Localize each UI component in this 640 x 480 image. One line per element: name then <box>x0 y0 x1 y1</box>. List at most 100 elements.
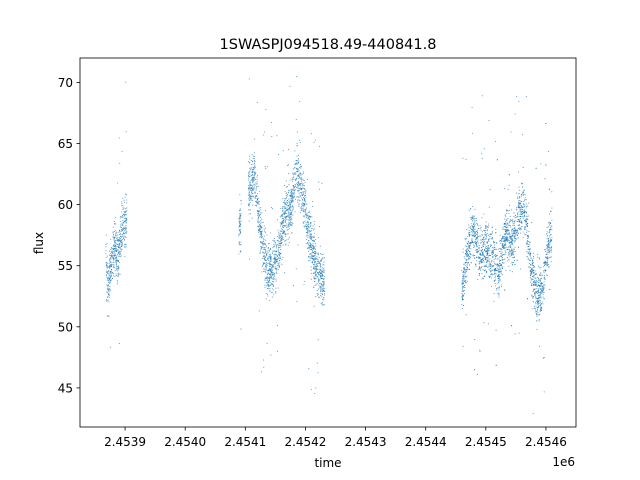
data-point <box>305 228 307 230</box>
data-point <box>304 188 306 191</box>
data-point <box>292 208 294 210</box>
data-point <box>278 251 281 254</box>
data-point <box>318 280 320 282</box>
data-point <box>539 303 541 305</box>
data-point <box>250 199 252 201</box>
data-point <box>499 264 501 267</box>
data-point <box>471 225 473 227</box>
data-point <box>484 233 486 235</box>
data-point <box>475 219 478 221</box>
data-point <box>485 256 487 258</box>
data-point <box>282 238 284 241</box>
data-point <box>475 251 477 253</box>
data-point <box>265 239 267 241</box>
data-point <box>311 256 313 258</box>
data-point <box>549 240 551 242</box>
data-point <box>529 253 531 255</box>
data-point <box>272 274 274 276</box>
data-point <box>510 254 512 257</box>
data-point <box>279 230 281 232</box>
data-point <box>523 216 525 218</box>
data-point <box>106 262 108 264</box>
data-point <box>316 268 318 270</box>
x-axis-offset-label: 1e6 <box>552 455 575 469</box>
data-point <box>308 230 310 232</box>
data-point <box>282 208 284 210</box>
data-point <box>279 240 281 242</box>
data-point <box>465 249 468 252</box>
data-point <box>543 274 545 276</box>
data-point <box>239 233 241 235</box>
data-point <box>513 225 515 227</box>
data-point <box>541 292 543 294</box>
data-point <box>322 263 324 265</box>
data-point <box>493 269 495 271</box>
data-point <box>279 225 282 227</box>
data-point <box>106 288 108 290</box>
data-point <box>304 220 306 222</box>
data-point <box>113 244 115 246</box>
data-point <box>495 329 497 331</box>
data-point <box>498 256 501 258</box>
data-point <box>514 220 516 222</box>
data-point <box>296 155 298 157</box>
data-point <box>543 291 545 294</box>
data-point <box>300 185 302 187</box>
data-point <box>110 261 112 263</box>
data-point <box>502 237 504 239</box>
data-point <box>304 181 306 183</box>
data-point <box>520 227 522 229</box>
data-point <box>511 219 513 221</box>
data-point <box>252 171 254 173</box>
data-point <box>109 250 111 252</box>
data-point <box>494 275 497 277</box>
data-point <box>529 252 531 254</box>
data-point <box>533 257 535 259</box>
data-point <box>117 234 119 236</box>
data-point <box>477 235 479 237</box>
data-point <box>302 202 304 204</box>
data-point <box>503 225 505 228</box>
data-point <box>299 173 301 175</box>
data-point <box>320 266 322 268</box>
data-point <box>124 238 126 240</box>
data-point <box>309 225 312 228</box>
data-point <box>476 242 478 244</box>
data-point <box>300 188 302 190</box>
data-point <box>265 292 267 294</box>
data-point <box>278 244 280 246</box>
data-point <box>118 247 120 249</box>
data-point <box>516 231 518 233</box>
data-point <box>279 257 282 260</box>
data-point <box>321 271 323 273</box>
data-point <box>110 273 112 275</box>
data-point <box>508 204 511 206</box>
data-point <box>267 281 269 284</box>
data-point <box>305 192 307 194</box>
data-point <box>532 256 535 258</box>
data-point <box>298 182 300 184</box>
data-point <box>542 293 544 295</box>
data-point <box>113 245 115 247</box>
data-point <box>273 266 275 268</box>
data-point <box>108 315 110 317</box>
data-point <box>476 251 479 253</box>
data-point <box>468 234 470 236</box>
data-point <box>550 249 552 251</box>
data-point <box>518 229 521 231</box>
data-point <box>261 266 263 268</box>
data-point <box>106 279 108 281</box>
data-point <box>249 186 251 188</box>
data-point <box>258 215 260 217</box>
data-point <box>516 259 518 261</box>
data-point <box>296 142 298 144</box>
data-point <box>116 283 118 285</box>
data-point <box>291 178 293 181</box>
data-point <box>284 203 286 206</box>
data-point <box>273 240 275 243</box>
data-point <box>303 198 306 200</box>
data-point <box>268 286 270 288</box>
data-point <box>529 254 531 256</box>
data-point <box>461 270 463 272</box>
data-point <box>474 339 476 341</box>
